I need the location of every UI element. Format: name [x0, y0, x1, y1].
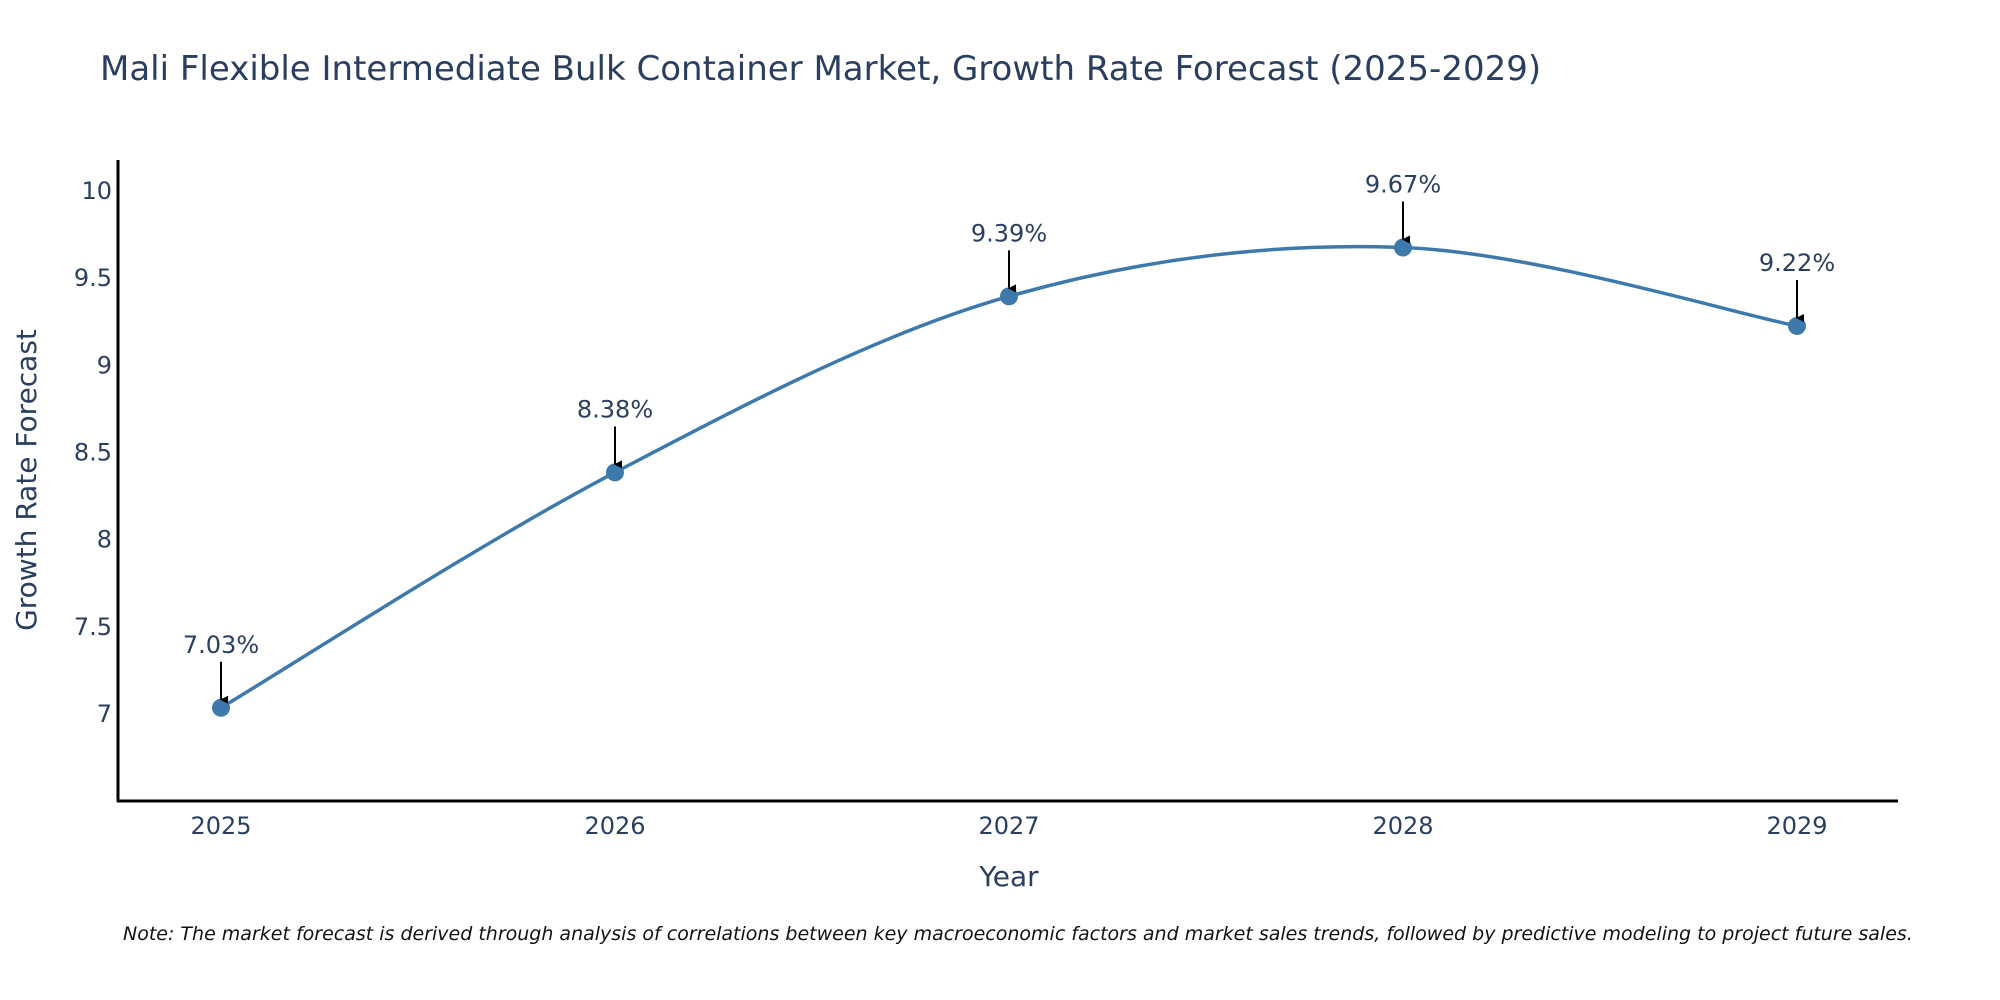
data-point-2025[interactable]	[212, 698, 230, 717]
y-axis-title: Growth Rate Forecast	[10, 329, 43, 631]
y-tick-label: 8.5	[74, 439, 112, 467]
chart-title: Mali Flexible Intermediate Bulk Containe…	[100, 49, 1541, 89]
y-tick-label: 9	[97, 351, 112, 379]
data-label: 7.03%	[183, 631, 259, 659]
data-point-2029[interactable]	[1788, 316, 1806, 335]
x-tick-label: 2026	[584, 812, 645, 840]
y-axis-ticks: 7 7.5 8 8.5 9 9.5 10	[74, 177, 112, 728]
data-points	[212, 238, 1806, 717]
x-tick-label: 2027	[978, 812, 1039, 840]
x-tick-label: 2025	[190, 812, 251, 840]
y-tick-label: 7.5	[74, 613, 112, 641]
data-label: 9.22%	[1759, 249, 1835, 277]
data-point-2028[interactable]	[1394, 238, 1412, 257]
x-axis-title: Year	[978, 860, 1039, 893]
y-tick-label: 8	[97, 526, 112, 554]
series-line	[220, 244, 1798, 710]
y-tick-label: 7	[97, 700, 112, 728]
data-label: 9.39%	[971, 219, 1047, 247]
x-tick-label: 2028	[1372, 812, 1433, 840]
y-tick-label: 10	[81, 177, 112, 205]
x-tick-label: 2029	[1766, 812, 1827, 840]
data-label: 9.67%	[1365, 171, 1441, 199]
chart-note: Note: The market forecast is derived thr…	[123, 923, 1913, 945]
y-tick-label: 9.5	[74, 264, 112, 292]
data-label: 8.38%	[577, 395, 653, 423]
x-axis-ticks: 2025 2026 2027 2028 2029	[190, 812, 1827, 840]
data-point-2027[interactable]	[1000, 287, 1018, 306]
data-annotations: 7.03% 8.38% 9.39% 9.67% 9.22%	[183, 171, 1835, 704]
data-point-2026[interactable]	[606, 463, 624, 482]
